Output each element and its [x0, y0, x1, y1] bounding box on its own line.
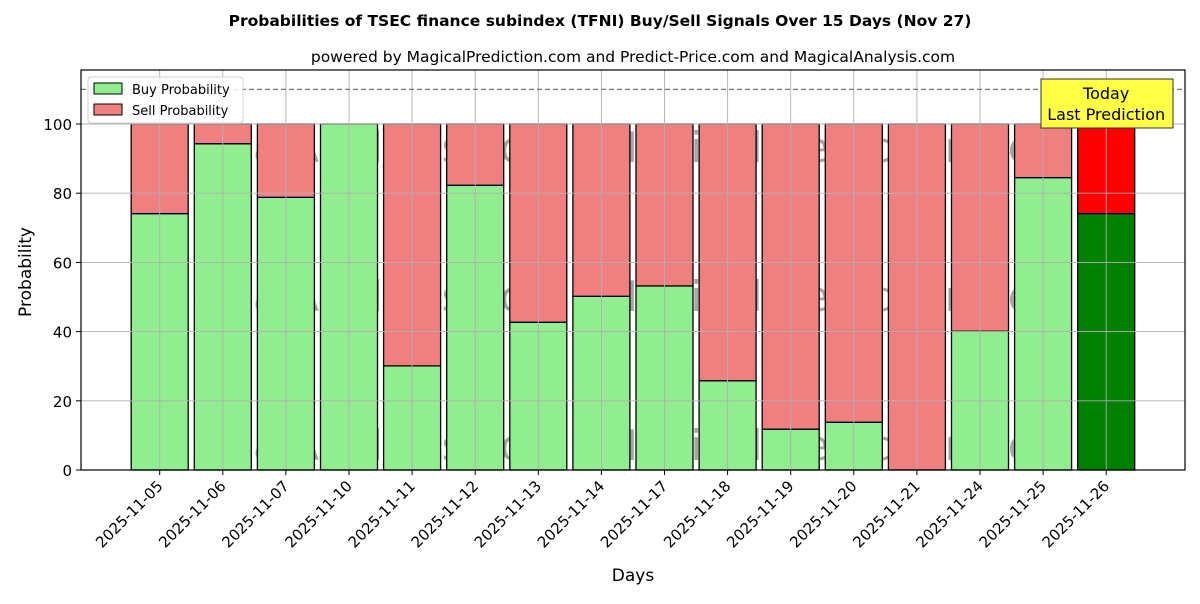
legend-sell-swatch	[93, 103, 123, 116]
x-tick-label: 2025-11-20	[786, 477, 860, 551]
legend-sell-label: Sell Probability	[132, 104, 229, 119]
legend-buy-label: Buy Probability	[132, 83, 230, 98]
x-tick-label: 2025-11-25	[976, 477, 1050, 551]
x-tick-label: 2025-11-10	[281, 477, 355, 551]
x-tick-label: 2025-11-21	[849, 477, 923, 551]
y-tick-label: 80	[53, 185, 72, 203]
legend-buy-swatch	[93, 82, 123, 95]
y-tick-label: 20	[53, 393, 72, 411]
legend-box	[87, 76, 244, 124]
chart-title: Probabilities of TSEC finance subindex (…	[229, 12, 972, 30]
x-tick-label: 2025-11-12	[408, 477, 482, 551]
today-annotation-line1: Today	[1082, 84, 1129, 103]
plot-area: MagicalAnalysis.comMagicalPrediction.com…	[43, 69, 1186, 551]
y-tick-label: 0	[62, 462, 72, 480]
x-tick-label: 2025-11-26	[1039, 477, 1113, 551]
x-axis-label: Days	[612, 566, 655, 586]
x-tick-label: 2025-11-05	[92, 477, 166, 551]
plot-frame	[80, 69, 1186, 471]
y-tick-label: 60	[53, 254, 72, 272]
x-tick-label: 2025-11-07	[218, 477, 292, 551]
x-tick-label: 2025-11-11	[345, 477, 419, 551]
x-tick-label: 2025-11-24	[912, 477, 986, 551]
x-tick-label: 2025-11-14	[534, 477, 608, 551]
chart-subtitle: powered by MagicalPrediction.com and Pre…	[311, 48, 955, 66]
y-tick-label: 40	[53, 324, 72, 342]
x-tick-label: 2025-11-18	[660, 477, 734, 551]
x-tick-label: 2025-11-19	[723, 477, 797, 551]
today-annotation-line2: Last Prediction	[1047, 105, 1165, 124]
x-tick-label: 2025-11-13	[471, 477, 545, 551]
x-tick-label: 2025-11-06	[155, 477, 229, 551]
y-axis-label: Probability	[16, 227, 36, 317]
x-tick-label: 2025-11-17	[597, 477, 671, 551]
today-annotation-box	[1040, 78, 1174, 129]
y-tick-label: 100	[43, 116, 72, 134]
